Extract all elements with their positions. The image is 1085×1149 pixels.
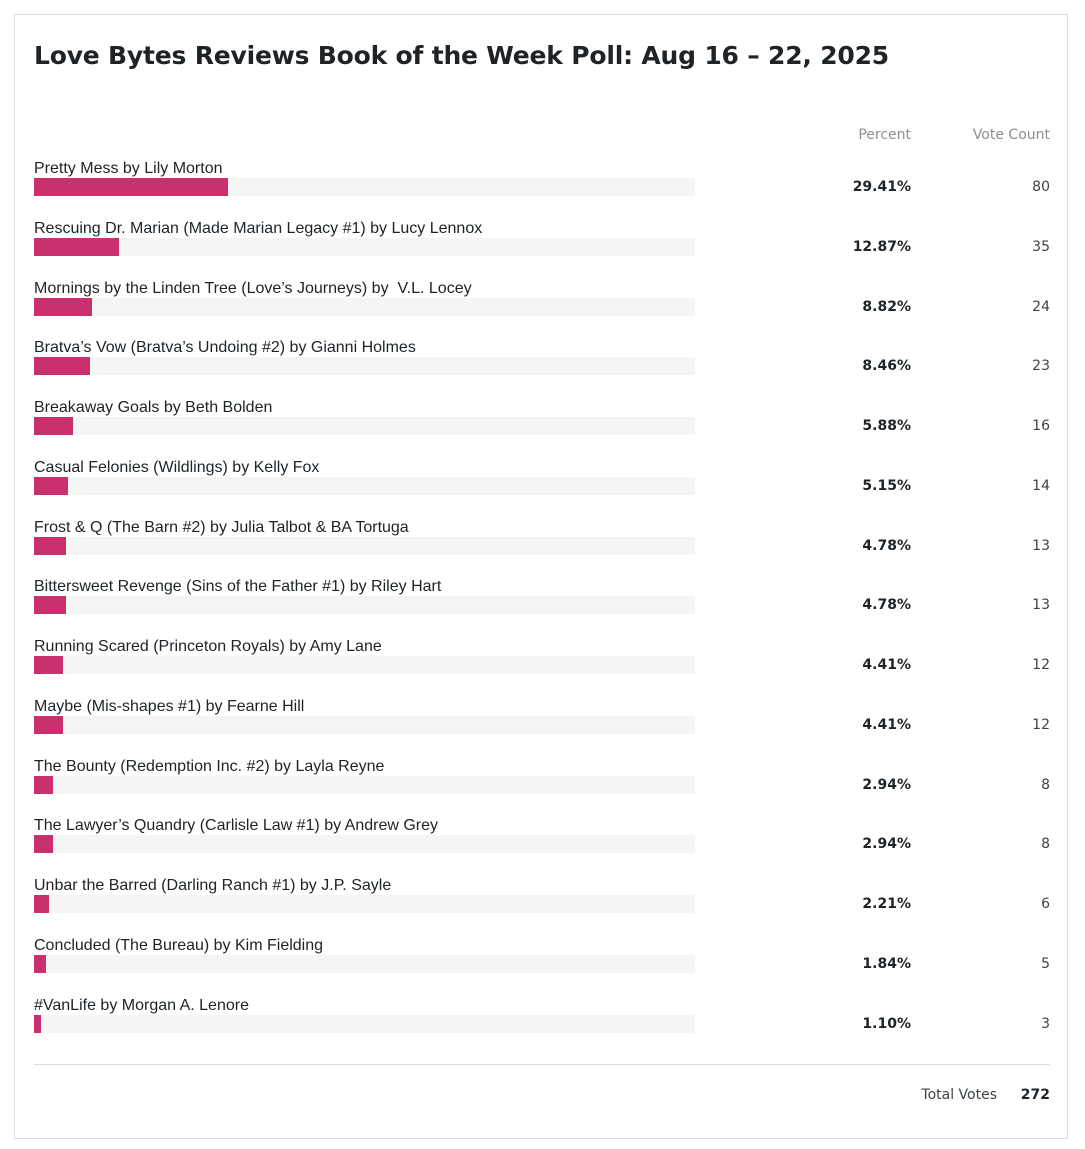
vote-bar-track (34, 955, 695, 973)
vote-bar (34, 178, 229, 196)
poll-answer-row: Unbar the Barred (Darling Ranch #1) by J… (15, 877, 1067, 937)
vote-bar (34, 835, 54, 853)
percent-value: 4.41% (862, 717, 911, 733)
vote-count-value: 6 (1041, 896, 1050, 912)
vote-bar (34, 238, 120, 256)
divider (34, 1064, 1050, 1065)
poll-answer-row: Bittersweet Revenge (Sins of the Father … (15, 578, 1067, 638)
poll-answer-row: The Lawyer’s Quandry (Carlisle Law #1) b… (15, 817, 1067, 877)
vote-bar-track (34, 716, 695, 734)
vote-bar-track (34, 656, 695, 674)
percent-column-header: Percent (858, 127, 911, 143)
answer-label: Frost & Q (The Barn #2) by Julia Talbot … (34, 519, 409, 536)
percent-value: 29.41% (852, 179, 911, 195)
poll-results-card: Love Bytes Reviews Book of the Week Poll… (14, 14, 1068, 1139)
vote-bar (34, 955, 47, 973)
answer-label: Breakaway Goals by Beth Bolden (34, 399, 273, 416)
poll-answer-row: #VanLife by Morgan A. Lenore 1.10% 3 (15, 997, 1067, 1057)
vote-count-value: 5 (1041, 956, 1050, 972)
answer-label: Mornings by the Linden Tree (Love’s Jour… (34, 280, 472, 297)
vote-bar (34, 776, 54, 794)
poll-answer-row: Running Scared (Princeton Royals) by Amy… (15, 638, 1067, 698)
vote-bar (34, 1015, 42, 1033)
vote-count-value: 24 (1032, 299, 1050, 315)
answer-label: Unbar the Barred (Darling Ranch #1) by J… (34, 877, 392, 894)
poll-answer-row: Pretty Mess by Lily Morton 29.41% 80 (15, 160, 1067, 220)
vote-bar-track (34, 417, 695, 435)
vote-bar-track (34, 178, 695, 196)
vote-bar (34, 417, 73, 435)
vote-bar-track (34, 895, 695, 913)
answer-label: Concluded (The Bureau) by Kim Fielding (34, 937, 324, 954)
answer-label: Casual Felonies (Wildlings) by Kelly Fox (34, 459, 320, 476)
vote-count-value: 13 (1032, 597, 1050, 613)
percent-value: 4.78% (862, 597, 911, 613)
vote-bar-track (34, 298, 695, 316)
vote-bar (34, 357, 90, 375)
total-votes-value: 272 (1020, 1087, 1050, 1103)
vote-count-value: 12 (1032, 717, 1050, 733)
answer-label: The Bounty (Redemption Inc. #2) by Layla… (34, 758, 385, 775)
percent-value: 4.41% (862, 657, 911, 673)
vote-bar-track (34, 537, 695, 555)
vote-count-column-header: Vote Count (972, 127, 1050, 143)
answer-label: Bittersweet Revenge (Sins of the Father … (34, 578, 442, 595)
vote-bar-track (34, 357, 695, 375)
answer-label: The Lawyer’s Quandry (Carlisle Law #1) b… (34, 817, 439, 834)
poll-answer-row: Rescuing Dr. Marian (Made Marian Legacy … (15, 220, 1067, 280)
vote-count-value: 13 (1032, 538, 1050, 554)
vote-count-value: 35 (1032, 239, 1050, 255)
answer-label: Running Scared (Princeton Royals) by Amy… (34, 638, 382, 655)
percent-value: 1.84% (862, 956, 911, 972)
percent-value: 1.10% (862, 1016, 911, 1032)
poll-answer-row: The Bounty (Redemption Inc. #2) by Layla… (15, 758, 1067, 818)
answer-label: Bratva’s Vow (Bratva’s Undoing #2) by Gi… (34, 339, 416, 356)
poll-answer-row: Concluded (The Bureau) by Kim Fielding 1.… (15, 937, 1067, 997)
percent-value: 2.94% (862, 777, 911, 793)
vote-bar (34, 656, 64, 674)
vote-bar-track (34, 477, 695, 495)
vote-count-value: 80 (1032, 179, 1050, 195)
poll-answer-row: Breakaway Goals by Beth Bolden 5.88% 16 (15, 399, 1067, 459)
poll-answer-row: Mornings by the Linden Tree (Love’s Jour… (15, 280, 1067, 340)
percent-value: 8.46% (862, 358, 911, 374)
vote-bar-track (34, 596, 695, 614)
vote-count-value: 14 (1032, 478, 1050, 494)
vote-bar-track (34, 776, 695, 794)
percent-value: 5.88% (862, 418, 911, 434)
answer-label: #VanLife by Morgan A. Lenore (34, 997, 249, 1014)
poll-answer-row: Bratva’s Vow (Bratva’s Undoing #2) by Gi… (15, 339, 1067, 399)
poll-answer-row: Frost & Q (The Barn #2) by Julia Talbot … (15, 519, 1067, 579)
percent-value: 5.15% (862, 478, 911, 494)
answer-label: Maybe (Mis-shapes #1) by Fearne Hill (34, 698, 305, 715)
answer-label: Rescuing Dr. Marian (Made Marian Legacy … (34, 220, 483, 237)
vote-bar-track (34, 1015, 695, 1033)
vote-bar (34, 477, 69, 495)
percent-value: 2.94% (862, 836, 911, 852)
poll-answer-row: Casual Felonies (Wildlings) by Kelly Fox… (15, 459, 1067, 519)
vote-bar (34, 895, 49, 913)
poll-title: Love Bytes Reviews Book of the Week Poll… (34, 41, 889, 70)
percent-value: 12.87% (852, 239, 911, 255)
vote-count-value: 3 (1041, 1016, 1050, 1032)
vote-count-value: 12 (1032, 657, 1050, 673)
percent-value: 2.21% (862, 896, 911, 912)
vote-bar-track (34, 238, 695, 256)
percent-value: 4.78% (862, 538, 911, 554)
vote-count-value: 23 (1032, 358, 1050, 374)
vote-count-value: 8 (1041, 777, 1050, 793)
percent-value: 8.82% (862, 299, 911, 315)
vote-count-value: 8 (1041, 836, 1050, 852)
poll-answer-row: Maybe (Mis-shapes #1) by Fearne Hill 4.41… (15, 698, 1067, 758)
vote-bar (34, 596, 66, 614)
vote-bar (34, 298, 93, 316)
vote-bar (34, 537, 66, 555)
vote-bar-track (34, 835, 695, 853)
total-votes-label: Total Votes (921, 1087, 997, 1103)
answer-label: Pretty Mess by Lily Morton (34, 160, 223, 177)
vote-bar (34, 716, 64, 734)
vote-count-value: 16 (1032, 418, 1050, 434)
